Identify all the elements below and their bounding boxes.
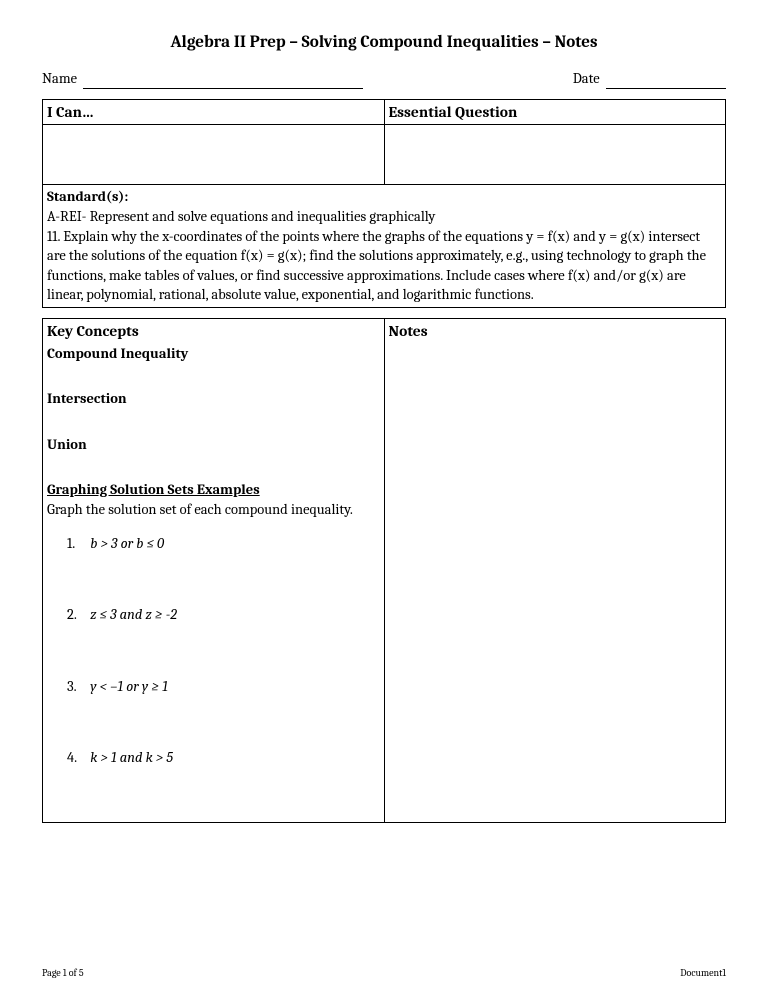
problems-list: 1. b > 3 or b ≤ 0 2. z ≤ 3 and z ≥ -2 3.… [47, 534, 380, 768]
problem-3: 3. y < –1 or y ≥ 1 [67, 677, 380, 697]
name-date-row: Name Date [42, 69, 726, 89]
standards-line1: A-REI- Represent and solve equations and… [47, 207, 721, 227]
key-concepts-table: Key Concepts Compound Inequality Interse… [42, 318, 726, 823]
notes-header: Notes [389, 321, 722, 342]
problem-expression: b > 3 or b ≤ 0 [90, 535, 164, 552]
name-label: Name [42, 70, 77, 87]
problem-expression: y < –1 or y ≥ 1 [90, 678, 168, 695]
problem-number: 3. [67, 677, 87, 697]
concept-compound-inequality: Compound Inequality [47, 344, 380, 364]
footer-document: Document1 [680, 967, 726, 981]
concept-union: Union [47, 435, 380, 455]
problem-expression: k > 1 and k > 5 [90, 749, 173, 766]
notes-cell: Notes [384, 318, 726, 822]
essential-question-header: Essential Question [384, 99, 726, 125]
problem-4: 4. k > 1 and k > 5 [67, 748, 380, 768]
page-footer: Page 1 of 5 Document1 [42, 967, 726, 981]
date-field: Date [573, 69, 726, 89]
examples-instruction: Graph the solution set of each compound … [47, 500, 380, 520]
page-title: Algebra II Prep – Solving Compound Inequ… [42, 32, 726, 55]
i-can-header: I Can… [43, 99, 385, 125]
problem-2: 2. z ≤ 3 and z ≥ -2 [67, 605, 380, 625]
key-concepts-header: Key Concepts [47, 321, 380, 342]
footer-page: Page 1 of 5 [42, 967, 84, 981]
concept-intersection: Intersection [47, 389, 380, 409]
problem-expression: z ≤ 3 and z ≥ -2 [90, 606, 177, 623]
date-label: Date [573, 70, 600, 87]
ican-eq-table: I Can… Essential Question Standard(s): A… [42, 99, 726, 308]
essential-question-cell [384, 125, 726, 185]
name-blank[interactable] [83, 88, 363, 89]
name-field: Name [42, 69, 363, 89]
problem-number: 1. [67, 534, 87, 554]
problem-number: 2. [67, 605, 87, 625]
standards-body: 11. Explain why the x-coordinates of the… [47, 227, 721, 305]
problem-1: 1. b > 3 or b ≤ 0 [67, 534, 380, 554]
examples-heading: Graphing Solution Sets Examples [47, 480, 380, 500]
problem-number: 4. [67, 748, 87, 768]
i-can-cell [43, 125, 385, 185]
key-concepts-cell: Key Concepts Compound Inequality Interse… [43, 318, 385, 822]
date-blank[interactable] [606, 88, 726, 89]
standards-cell: Standard(s): A-REI- Represent and solve … [43, 185, 726, 307]
standards-heading: Standard(s): [47, 187, 721, 207]
